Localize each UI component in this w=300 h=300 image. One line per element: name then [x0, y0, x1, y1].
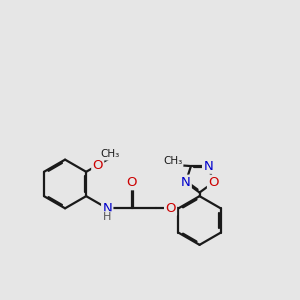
Text: O: O — [165, 202, 176, 215]
Text: CH₃: CH₃ — [101, 149, 120, 159]
Text: N: N — [203, 160, 213, 172]
Text: O: O — [126, 176, 137, 189]
Text: O: O — [92, 159, 103, 172]
Text: O: O — [208, 176, 219, 189]
Text: CH₃: CH₃ — [163, 156, 182, 166]
Text: H: H — [103, 212, 111, 222]
Text: N: N — [181, 176, 190, 189]
Text: N: N — [102, 202, 112, 215]
